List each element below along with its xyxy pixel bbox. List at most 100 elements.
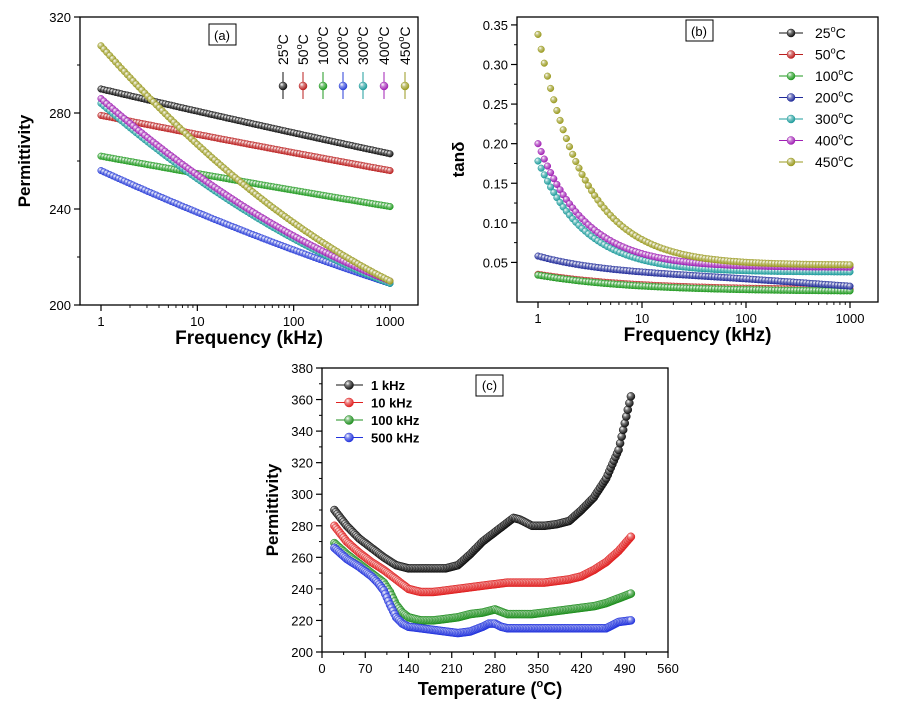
label-part: o [314,37,324,42]
label-part: o [294,44,304,49]
legend-label: 450oC [396,27,413,66]
data-point [786,71,796,81]
legend-label: 50oC [815,46,846,63]
data-point [547,84,555,92]
series-450C [534,30,854,269]
panel-b: 1 10 100 1000 0.05 0.10 0.15 0.20 0.25 0.30 0.35 (b… [449,16,879,346]
data-point [786,157,796,167]
data-point [540,59,548,67]
legend-item: 200oC [779,89,854,106]
legend-item: 500 kHz [336,431,420,446]
data-point [846,261,854,269]
data-point [565,143,574,151]
series-25C [97,85,394,158]
y-tick-label: 0.15 [483,176,508,191]
panel-label-box [208,23,237,46]
data-point [547,169,555,177]
legend-item: 300oC [354,27,371,99]
legend-item: 50oC [294,34,311,99]
data-point [550,175,558,183]
data-point [626,532,636,542]
data-point [626,616,636,625]
label-part: 100 [315,41,331,65]
data-point [534,157,542,165]
data-point [626,392,636,401]
label-part: o [831,46,836,56]
label-part: o [536,678,543,690]
data-point [575,164,583,172]
x-tick-label: 420 [571,661,593,676]
x-axis-title: Frequency (kHz) [175,328,323,349]
label-part: Temperature ( [418,679,537,699]
label-part: C [397,27,413,37]
x-tick-label: 1000 [376,314,405,329]
y-tick-label: 280 [291,519,313,534]
data-point [786,28,796,38]
legend-item: 400oC [779,132,854,149]
data-point [540,171,548,179]
legend-label: 400oC [375,27,392,66]
label-part: o [838,67,843,77]
label-part: o [838,132,843,142]
series-10-kHz [330,521,636,597]
y-tick-label: 0.35 [483,18,508,33]
data-point [786,93,796,102]
label-part: C [275,34,291,44]
y-tick-label: 200 [49,298,71,313]
data-point [569,150,577,158]
label-part: 25 [275,49,291,65]
label-part: C [836,25,846,41]
x-tick-label: 210 [441,661,463,676]
y-tick-label: 0.30 [483,58,508,73]
data-point [537,45,545,53]
legend: 1 kHz 10 kHz 100 kHz 500 kHz [336,378,420,446]
label-part: 50 [295,49,311,65]
x-tick-label: 1000 [836,311,865,326]
data-point [626,589,636,598]
legend-item: 1 kHz [336,378,405,393]
legend-label: 25oC [815,24,846,41]
data-point [543,72,552,80]
data-point [578,170,586,178]
legend-item: 100 kHz [336,413,420,428]
data-point [537,164,545,172]
y-tick-label: 260 [291,550,313,565]
data-point [553,180,561,188]
legend-label: 1 kHz [371,378,405,393]
series-300C [534,157,854,276]
data-point [786,114,796,124]
x-tick-label: 1 [97,314,104,329]
legend-label: 300oC [815,110,854,127]
label-part: o [838,110,843,120]
label-part: C [376,27,392,37]
y-tick-label: 280 [49,106,71,121]
legend-label: 50oC [294,34,311,65]
legend-item: 100oC [779,67,854,84]
data-point [553,106,561,115]
legend-item: 200oC [334,27,351,99]
y-tick-label: 200 [291,645,313,660]
data-point [547,183,555,191]
x-tick-label: 280 [484,661,506,676]
data-point [581,176,589,184]
y-tick-label: 240 [291,582,313,597]
label-part: 300 [355,41,371,65]
data-point [550,188,558,197]
x-tick-label: 100 [283,314,305,329]
y-tick-label: 360 [291,393,313,408]
label-part: o [831,24,836,34]
y-tick-label: 380 [291,361,313,376]
data-point [846,282,854,290]
data-point [550,96,558,104]
data-point [298,81,308,91]
data-point [543,177,552,185]
data-point [584,182,592,190]
label-part: 25 [815,25,831,41]
y-tick-label: 0.05 [483,255,508,270]
label-part: o [274,44,284,49]
legend-item: 450oC [779,153,854,170]
label-part: 450 [815,154,839,170]
panel-label-text: (c) [482,378,497,393]
